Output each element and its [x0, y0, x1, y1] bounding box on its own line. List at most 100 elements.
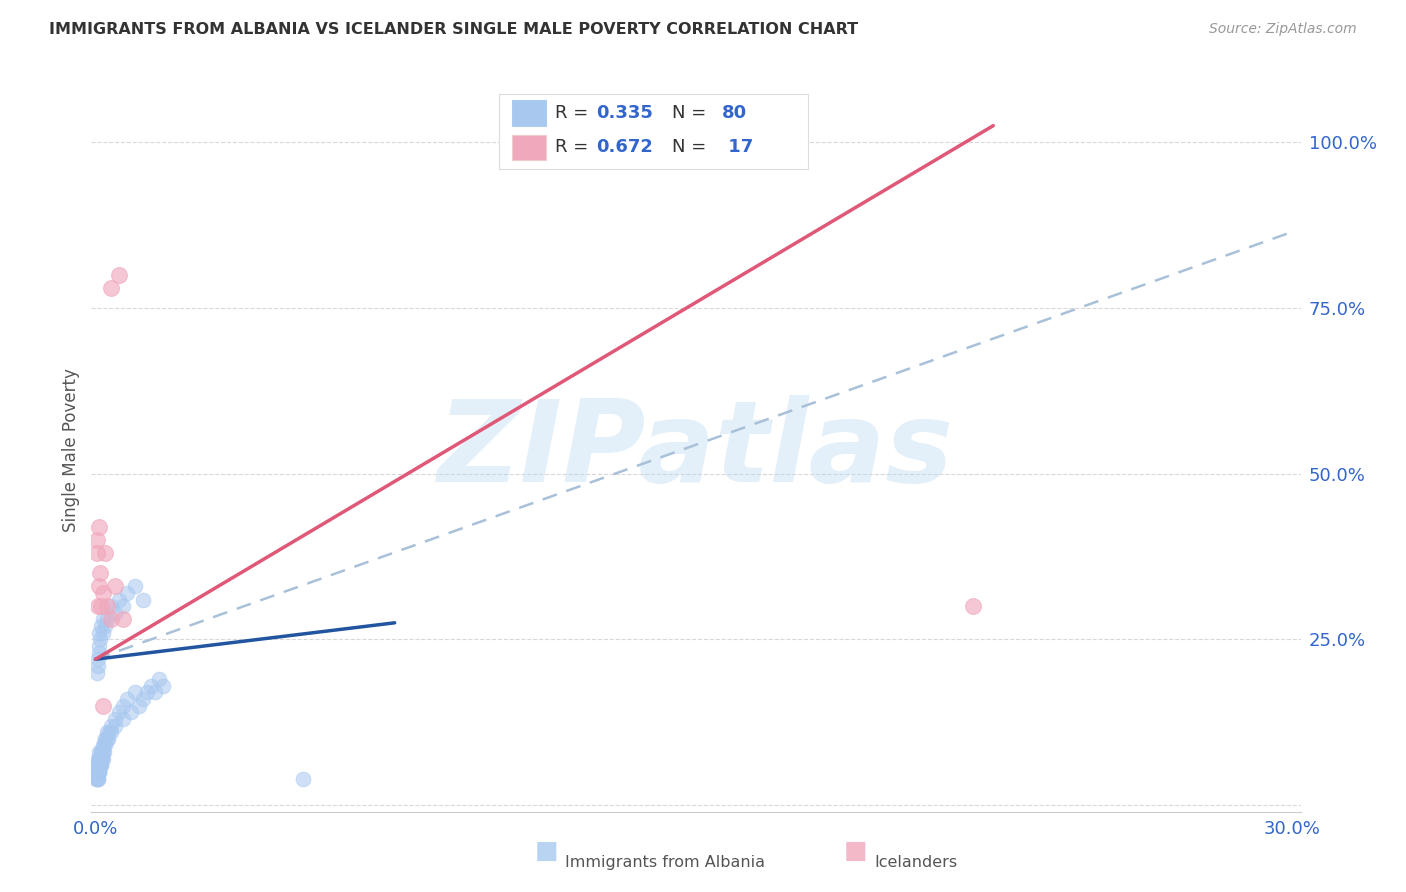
- Point: [152, 679, 174, 693]
- Text: ZIPatlas: ZIPatlas: [437, 395, 955, 506]
- Point: [90, 758, 112, 772]
- Point: [93, 745, 115, 759]
- Point: [128, 698, 150, 713]
- Text: R =: R =: [555, 138, 593, 156]
- Point: [86, 764, 108, 779]
- Point: [89, 758, 111, 772]
- Point: [90, 745, 112, 759]
- Point: [87, 764, 110, 779]
- Point: [90, 752, 112, 766]
- Point: [108, 706, 131, 720]
- Bar: [512, 136, 546, 161]
- Point: [89, 764, 111, 779]
- Text: 0.335: 0.335: [596, 104, 654, 122]
- Point: [100, 718, 122, 732]
- Point: [89, 639, 111, 653]
- Point: [89, 758, 111, 772]
- Point: [87, 758, 110, 772]
- Point: [89, 752, 111, 766]
- Point: [86, 758, 108, 772]
- Point: [90, 619, 112, 633]
- Point: [90, 599, 112, 614]
- Point: [291, 772, 314, 786]
- Point: [100, 281, 122, 295]
- Point: [86, 772, 108, 786]
- Point: [132, 692, 155, 706]
- Point: [87, 764, 110, 779]
- Point: [104, 712, 127, 726]
- Point: [100, 612, 122, 626]
- Point: [89, 625, 111, 640]
- Point: [93, 586, 115, 600]
- Point: [94, 619, 117, 633]
- Point: [104, 579, 127, 593]
- Text: Immigrants from Albania: Immigrants from Albania: [565, 855, 765, 870]
- Text: Icelanders: Icelanders: [875, 855, 957, 870]
- Point: [93, 739, 115, 753]
- Text: 17: 17: [721, 138, 754, 156]
- Point: [89, 566, 111, 580]
- Text: 80: 80: [721, 104, 747, 122]
- Point: [90, 752, 112, 766]
- Point: [87, 772, 110, 786]
- Text: 0.672: 0.672: [596, 138, 654, 156]
- Point: [86, 764, 108, 779]
- Point: [96, 731, 118, 746]
- Point: [87, 646, 110, 660]
- Point: [89, 752, 111, 766]
- Point: [112, 698, 135, 713]
- Point: [962, 599, 984, 614]
- Point: [87, 519, 110, 533]
- Point: [97, 731, 120, 746]
- Point: [132, 592, 155, 607]
- Point: [89, 632, 111, 647]
- Point: [91, 752, 114, 766]
- Point: [89, 579, 111, 593]
- Point: [124, 579, 146, 593]
- Point: [93, 731, 115, 746]
- Point: [100, 725, 122, 739]
- Point: [84, 772, 107, 786]
- Point: [104, 718, 127, 732]
- Text: Source: ZipAtlas.com: Source: ZipAtlas.com: [1209, 22, 1357, 37]
- Point: [87, 752, 110, 766]
- Point: [87, 772, 110, 786]
- Point: [96, 599, 118, 614]
- Point: [90, 745, 112, 759]
- Point: [104, 606, 127, 620]
- Point: [112, 712, 135, 726]
- Point: [100, 599, 122, 614]
- Point: [148, 672, 170, 686]
- Point: [86, 665, 108, 680]
- Point: [87, 758, 110, 772]
- Point: [87, 752, 110, 766]
- Text: IMMIGRANTS FROM ALBANIA VS ICELANDER SINGLE MALE POVERTY CORRELATION CHART: IMMIGRANTS FROM ALBANIA VS ICELANDER SIN…: [49, 22, 858, 37]
- Point: [91, 745, 114, 759]
- Point: [124, 685, 146, 699]
- Point: [141, 679, 163, 693]
- Point: [87, 659, 110, 673]
- Point: [94, 731, 117, 746]
- Point: [98, 725, 121, 739]
- Point: [93, 612, 115, 626]
- Point: [89, 745, 111, 759]
- Point: [143, 685, 166, 699]
- Point: [108, 268, 131, 282]
- Point: [86, 758, 108, 772]
- Text: ■: ■: [844, 838, 868, 863]
- Point: [93, 625, 115, 640]
- Point: [108, 592, 131, 607]
- Point: [120, 706, 142, 720]
- Point: [86, 533, 108, 547]
- Point: [87, 764, 110, 779]
- Point: [93, 745, 115, 759]
- Point: [87, 764, 110, 779]
- Point: [94, 546, 117, 560]
- Point: [117, 586, 139, 600]
- Point: [93, 698, 115, 713]
- Point: [96, 725, 118, 739]
- Point: [117, 692, 139, 706]
- Bar: [512, 101, 546, 126]
- Point: [96, 612, 118, 626]
- Point: [87, 758, 110, 772]
